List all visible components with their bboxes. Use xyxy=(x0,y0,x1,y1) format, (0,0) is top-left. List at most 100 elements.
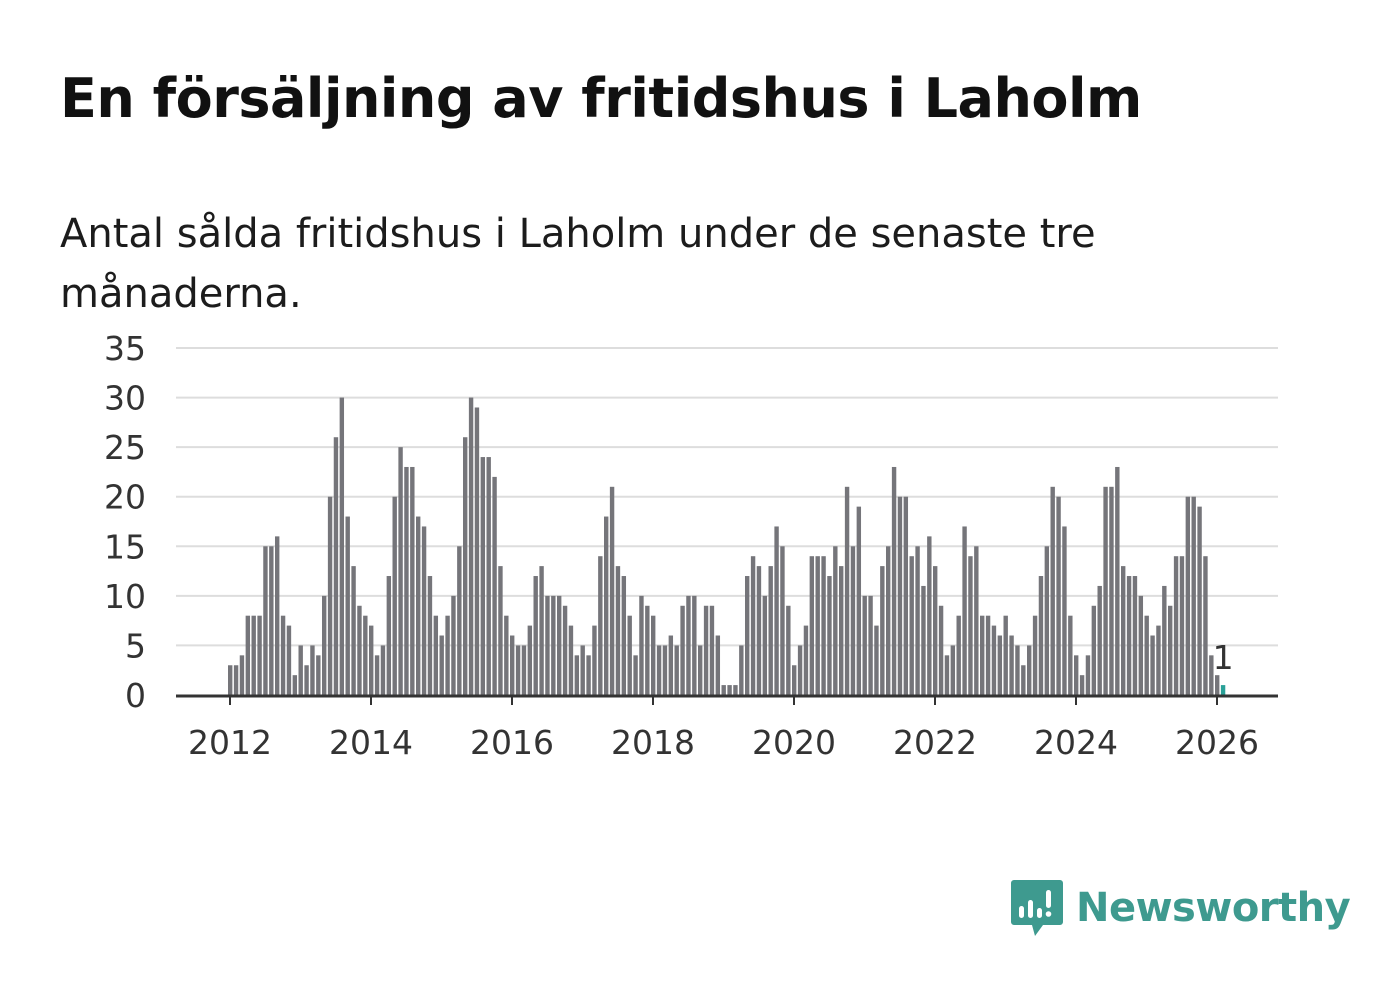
bar xyxy=(921,585,926,695)
bar xyxy=(1109,486,1114,695)
bar xyxy=(762,595,768,695)
bar xyxy=(1015,645,1020,695)
bar xyxy=(1138,595,1144,695)
y-tick-label: 30 xyxy=(104,379,146,418)
bar xyxy=(257,615,262,695)
bar xyxy=(686,595,691,695)
bar xyxy=(345,516,350,695)
bar xyxy=(439,635,444,695)
bar xyxy=(651,615,656,695)
bar xyxy=(844,486,850,695)
x-tick-label: 2026 xyxy=(1175,723,1259,762)
x-tick-label: 2022 xyxy=(893,723,977,762)
bar xyxy=(1044,546,1050,695)
x-tick-label: 2014 xyxy=(329,723,413,762)
bar xyxy=(627,615,632,695)
bar xyxy=(727,685,732,695)
bar xyxy=(598,556,603,695)
bar xyxy=(333,437,339,695)
x-tick-label: 2020 xyxy=(752,723,836,762)
bar xyxy=(715,635,721,695)
bar xyxy=(1168,605,1173,695)
bar xyxy=(451,595,456,695)
brand-logo: Newsworthy xyxy=(1010,878,1351,938)
bar xyxy=(985,615,991,695)
bar xyxy=(1032,615,1038,695)
bar xyxy=(374,655,380,695)
bar xyxy=(551,595,556,695)
bar xyxy=(562,605,568,695)
bar xyxy=(680,605,685,695)
bars xyxy=(228,397,1226,695)
bar xyxy=(856,506,862,695)
bar xyxy=(292,675,298,695)
bar xyxy=(339,397,345,695)
x-tick-label: 2016 xyxy=(470,723,554,762)
brand-name: Newsworthy xyxy=(1076,885,1351,931)
bar xyxy=(304,665,309,695)
bar xyxy=(850,546,856,695)
bar xyxy=(286,625,292,695)
bar xyxy=(891,466,897,695)
bar xyxy=(498,566,503,695)
bar xyxy=(956,615,961,695)
bar xyxy=(792,665,797,695)
bar xyxy=(980,615,985,695)
bar xyxy=(897,496,903,695)
bar xyxy=(739,645,744,695)
bar-highlight xyxy=(1220,685,1226,695)
bar xyxy=(386,576,392,695)
bar xyxy=(1173,556,1179,695)
bar xyxy=(615,566,621,695)
y-tick-label: 10 xyxy=(104,577,146,616)
bar xyxy=(604,516,609,695)
bar xyxy=(1156,625,1161,695)
bar xyxy=(903,496,909,695)
bar xyxy=(668,635,674,695)
bar xyxy=(433,615,439,695)
bar xyxy=(621,576,627,695)
bar xyxy=(827,576,832,695)
bar xyxy=(1062,526,1067,695)
bar xyxy=(797,645,803,695)
bar xyxy=(997,635,1003,695)
bar xyxy=(1068,615,1073,695)
bar xyxy=(780,546,785,695)
bar xyxy=(639,595,644,695)
bar xyxy=(480,457,486,695)
bar xyxy=(280,615,286,695)
x-tick-label: 2018 xyxy=(611,723,695,762)
bar xyxy=(310,645,315,695)
bar xyxy=(733,685,738,695)
bar xyxy=(868,595,873,695)
bar xyxy=(322,595,327,695)
bar xyxy=(1085,655,1091,695)
bar xyxy=(745,576,750,695)
bar xyxy=(950,645,956,695)
last-value-label: 1 xyxy=(1213,638,1234,677)
bar xyxy=(298,645,303,695)
x-tick-label: 2024 xyxy=(1034,723,1118,762)
bar xyxy=(1197,506,1202,695)
bar xyxy=(574,655,580,695)
bar xyxy=(463,437,468,695)
bar xyxy=(1215,675,1220,695)
bar xyxy=(521,645,527,695)
bar xyxy=(1150,635,1155,695)
bar xyxy=(933,566,938,695)
y-tick-label: 25 xyxy=(104,428,146,467)
bar xyxy=(862,595,867,695)
bar xyxy=(821,556,826,695)
bar xyxy=(269,546,274,695)
bar xyxy=(974,546,979,695)
bar xyxy=(369,625,374,695)
bar xyxy=(768,566,773,695)
bar xyxy=(721,685,726,695)
bar xyxy=(1009,635,1014,695)
bar xyxy=(1050,486,1055,695)
bar xyxy=(1021,665,1026,695)
bar xyxy=(756,566,762,695)
bar xyxy=(1185,496,1191,695)
bar xyxy=(515,645,521,695)
bar xyxy=(1079,675,1085,695)
